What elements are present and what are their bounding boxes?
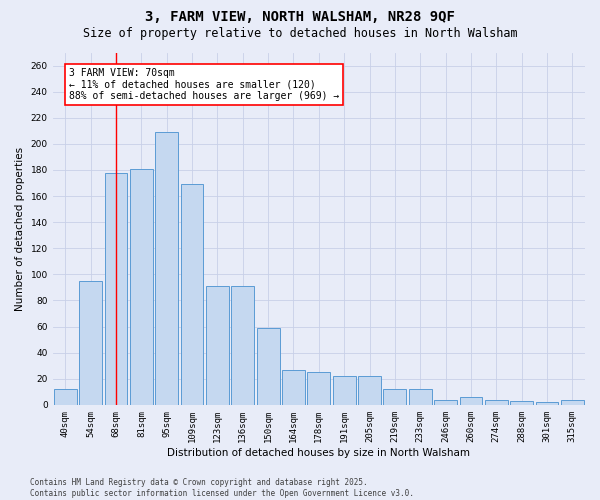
Bar: [155, 132, 178, 405]
Bar: [358, 376, 381, 405]
Bar: [460, 397, 482, 405]
Text: 3 FARM VIEW: 70sqm
← 11% of detached houses are smaller (120)
88% of semi-detach: 3 FARM VIEW: 70sqm ← 11% of detached hou…: [69, 68, 340, 102]
Text: Contains HM Land Registry data © Crown copyright and database right 2025.
Contai: Contains HM Land Registry data © Crown c…: [30, 478, 414, 498]
Bar: [206, 286, 229, 405]
Bar: [79, 281, 102, 405]
Y-axis label: Number of detached properties: Number of detached properties: [15, 146, 25, 310]
Bar: [510, 401, 533, 405]
Bar: [561, 400, 584, 405]
Text: 3, FARM VIEW, NORTH WALSHAM, NR28 9QF: 3, FARM VIEW, NORTH WALSHAM, NR28 9QF: [145, 10, 455, 24]
Bar: [181, 184, 203, 405]
Bar: [257, 328, 280, 405]
Bar: [485, 400, 508, 405]
Bar: [307, 372, 330, 405]
Bar: [536, 402, 559, 405]
Bar: [54, 389, 77, 405]
X-axis label: Distribution of detached houses by size in North Walsham: Distribution of detached houses by size …: [167, 448, 470, 458]
Bar: [383, 389, 406, 405]
Text: Size of property relative to detached houses in North Walsham: Size of property relative to detached ho…: [83, 28, 517, 40]
Bar: [130, 168, 153, 405]
Bar: [104, 172, 127, 405]
Bar: [434, 400, 457, 405]
Bar: [232, 286, 254, 405]
Bar: [333, 376, 356, 405]
Bar: [282, 370, 305, 405]
Bar: [409, 389, 431, 405]
